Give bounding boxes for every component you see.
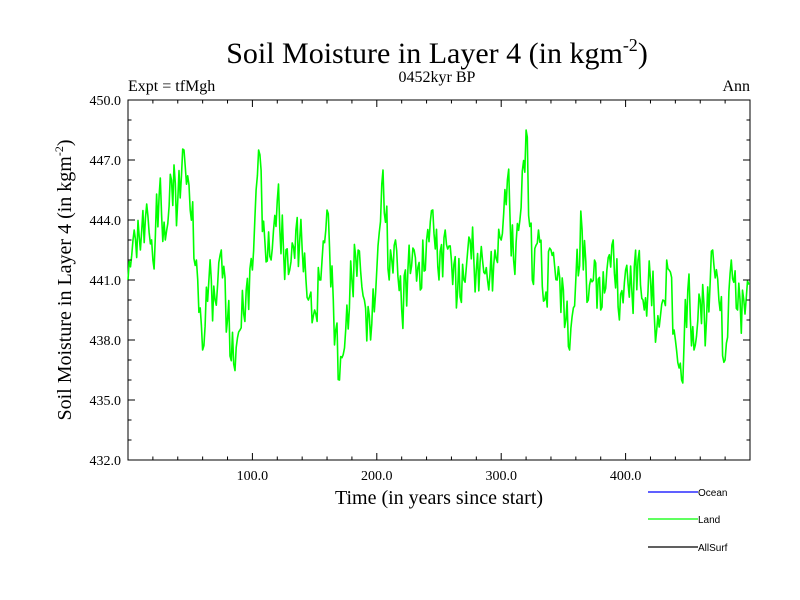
chart-title-tail: ) xyxy=(638,37,648,70)
x-tick-label: 100.0 xyxy=(237,469,269,484)
y-tick-label: 438.0 xyxy=(90,334,122,349)
y-tick-label: 441.0 xyxy=(90,274,122,289)
series-layer xyxy=(127,129,751,384)
legend: Ocean Land AllSurf xyxy=(648,488,728,554)
y-axis-label-sup: -2 xyxy=(52,146,66,156)
chart-subtitle: 0452kyr BP xyxy=(399,69,476,86)
chart-title: Soil Moisture in Layer 4 (in kgm-2) xyxy=(226,35,648,70)
y-axis-label-tail: ) xyxy=(54,139,76,146)
y-tick-label: 435.0 xyxy=(90,394,122,409)
legend-ocean-label: Ocean xyxy=(698,488,727,499)
chart-title-main: Soil Moisture in Layer 4 (in kgm xyxy=(226,37,623,70)
legend-allsurf-label: AllSurf xyxy=(698,543,728,554)
x-axis-label: Time (in years since start) xyxy=(335,487,543,509)
y-tick-label: 444.0 xyxy=(90,214,122,229)
x-tick-label: 300.0 xyxy=(485,469,517,484)
series-line-land xyxy=(127,129,751,384)
legend-land-label: Land xyxy=(698,515,720,526)
y-axis-label: Soil Moisture in Layer 4 (in kgm-2) xyxy=(52,139,76,420)
y-tick-label: 447.0 xyxy=(90,154,122,169)
chart-title-sup: -2 xyxy=(623,35,638,55)
experiment-label: Expt = tfMgh xyxy=(128,78,215,95)
y-tick-label: 432.0 xyxy=(90,454,122,469)
y-tick-label: 450.0 xyxy=(90,94,122,109)
y-axis-label-main: Soil Moisture in Layer 4 (in kgm xyxy=(54,156,76,421)
season-label: Ann xyxy=(722,78,750,95)
x-tick-label: 200.0 xyxy=(361,469,393,484)
x-tick-label: 400.0 xyxy=(610,469,642,484)
ticks-layer: 432.0 435.0 438.0 441.0 444.0 447.0 450.0 100.0… xyxy=(90,94,750,484)
